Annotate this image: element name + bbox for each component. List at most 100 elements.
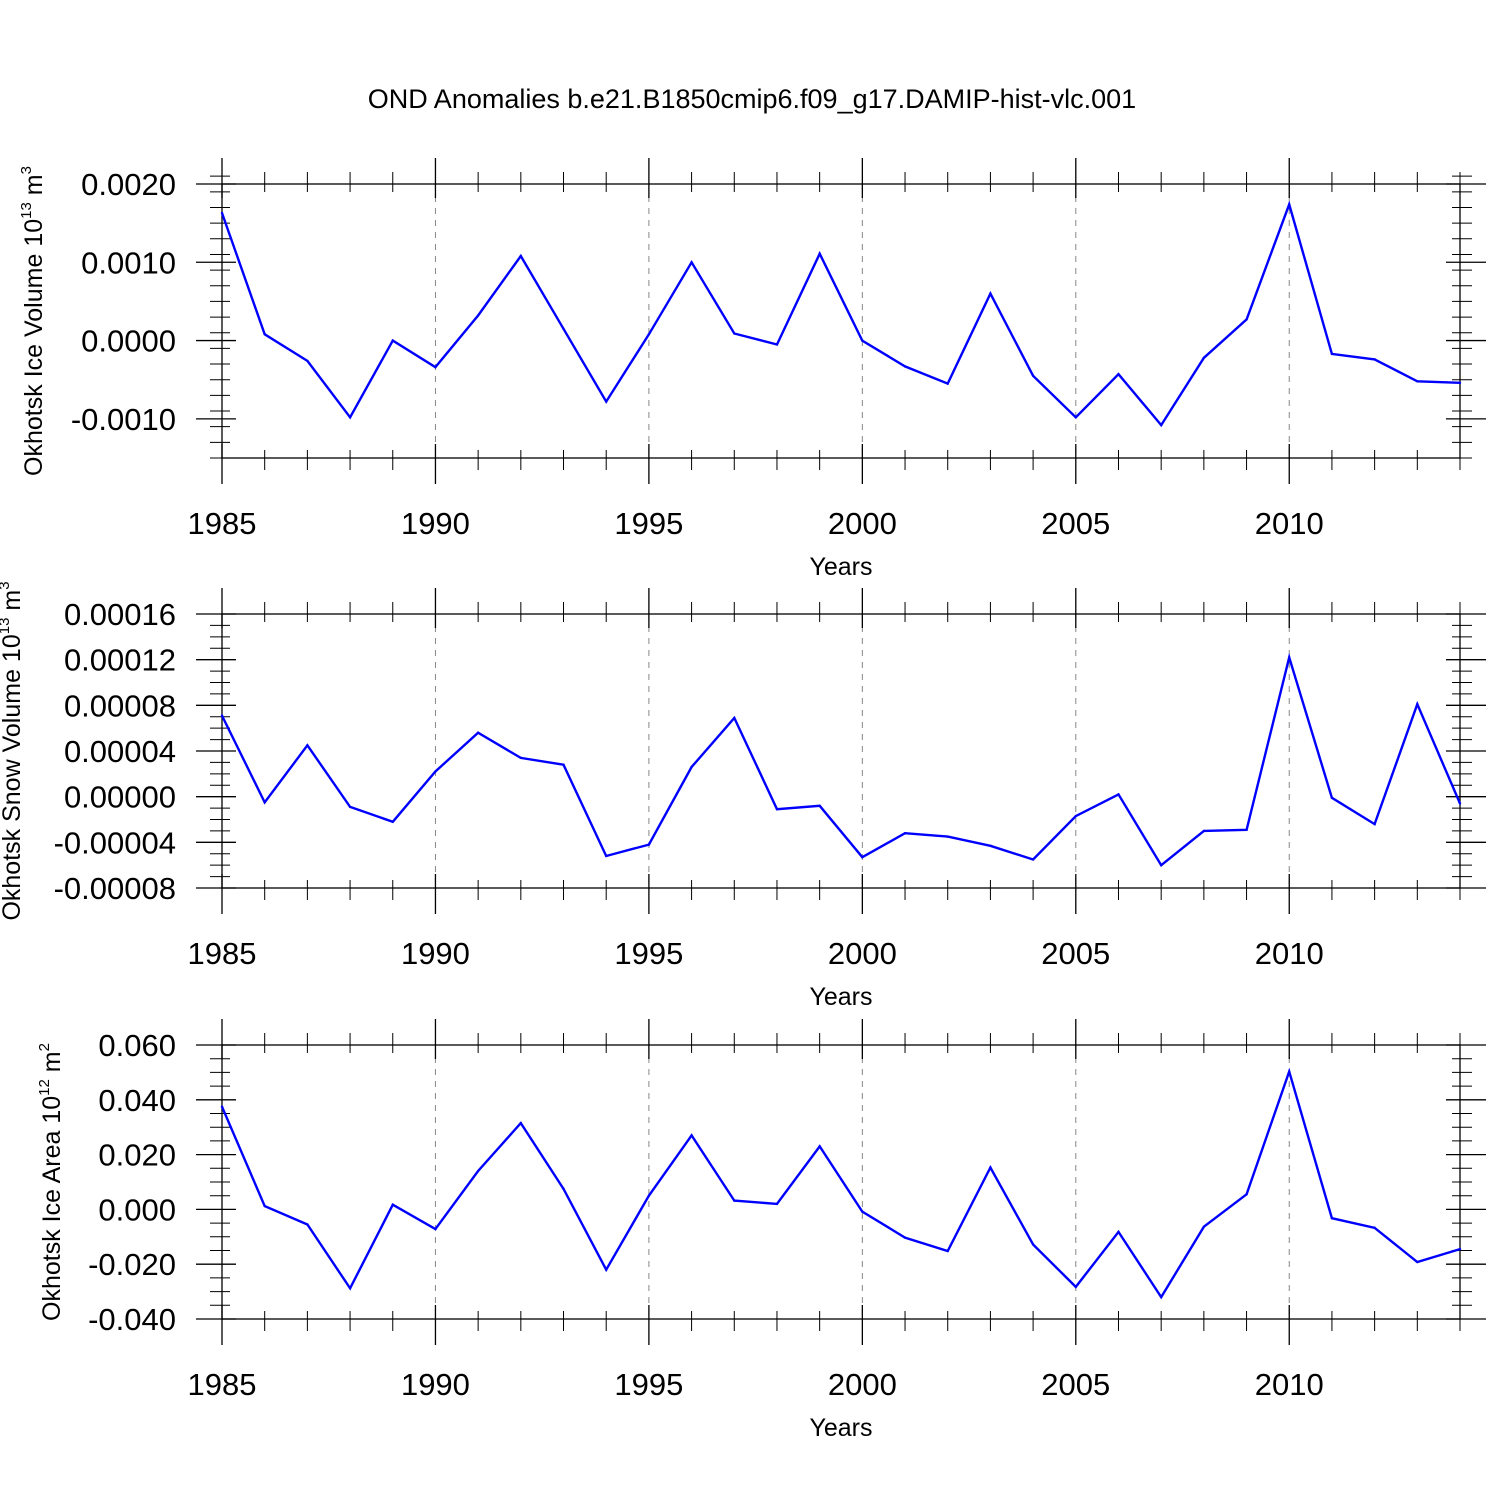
data-point <box>989 1166 992 1169</box>
y-tick-label: -0.00008 <box>54 871 176 906</box>
data-point <box>818 252 821 255</box>
data-point <box>1245 1193 1248 1196</box>
data-point <box>306 744 309 747</box>
data-point <box>1159 863 1163 867</box>
data-point <box>220 211 224 215</box>
y-tick-label: 0.040 <box>98 1083 176 1118</box>
y-axis-label-text: Okhotsk Ice Area 10 <box>38 1096 66 1321</box>
data-point <box>519 1121 523 1125</box>
y-axis-label-unit: m <box>38 1051 66 1079</box>
data-point <box>263 1204 266 1208</box>
y-axis-label-unit: m <box>0 590 26 618</box>
data-point <box>1373 822 1376 826</box>
data-point <box>1458 802 1462 805</box>
data-point <box>1202 356 1206 359</box>
data-point <box>647 333 651 336</box>
data-point <box>903 1236 907 1239</box>
panel-snow-volume: 1985 1990 1995 2000 2005 2010 -0.00008 -0.00004… <box>0 581 1486 1011</box>
y-tick-label: 0.0000 <box>81 324 176 359</box>
data-point <box>220 1105 224 1108</box>
data-point <box>1288 1070 1291 1073</box>
data-point <box>733 332 736 335</box>
data-point <box>690 1134 693 1137</box>
x-tick-label: 1990 <box>401 936 470 971</box>
data-point <box>1117 793 1120 796</box>
data-point <box>903 365 907 368</box>
data-point <box>476 1169 480 1173</box>
series-line <box>220 1067 1461 1300</box>
data-point <box>946 382 949 385</box>
y-axis-label-unit-exponent: 3 <box>0 581 13 589</box>
y-tick-label: 0.00008 <box>64 688 176 723</box>
y-tick-label: -0.020 <box>88 1247 176 1282</box>
x-tick-label: 1995 <box>614 506 683 541</box>
data-point <box>306 1223 309 1226</box>
series-line <box>220 200 1461 428</box>
series-line <box>220 652 1462 867</box>
x-tick-label: 1985 <box>188 1367 257 1402</box>
data-point <box>1202 1225 1206 1228</box>
data-point <box>476 314 480 317</box>
data-point <box>946 1249 949 1253</box>
x-axis-label: Years <box>809 553 872 581</box>
x-axis-label: Years <box>809 1414 872 1442</box>
y-tick-label: 0.020 <box>98 1138 176 1173</box>
y-axis-label: Okhotsk Ice Volume 1013 m3 <box>18 166 48 476</box>
data-point <box>690 261 693 264</box>
y-axis-label: Okhotsk Snow Volume 1013 m3 <box>0 581 26 920</box>
x-axis-label: Years <box>809 983 872 1011</box>
y-tick-label: -0.00004 <box>54 825 176 860</box>
data-point <box>690 765 693 769</box>
data-point <box>1330 796 1334 800</box>
y-tick-label: -0.040 <box>88 1302 176 1337</box>
plot-frame <box>221 183 1461 459</box>
data-point <box>1288 656 1291 659</box>
figure-title: OND Anomalies b.e21.B1850cmip6.f09_g17.D… <box>368 84 1136 114</box>
data-point <box>562 327 565 331</box>
data-point <box>476 731 480 734</box>
plot-frame <box>221 1044 1461 1320</box>
data-point <box>348 805 352 809</box>
data-point <box>1074 416 1077 419</box>
panel-ice-volume: 1985 1990 1995 2000 2005 2010 -0.0010 0.0000 0.0… <box>18 158 1486 581</box>
data-point <box>903 832 907 835</box>
data-point <box>989 292 992 295</box>
y-tick-label: 0.00016 <box>64 597 176 632</box>
data-point <box>818 804 821 807</box>
y-axis-label-unit-exponent: 2 <box>36 1043 53 1051</box>
data-point <box>1245 318 1248 321</box>
data-point <box>1159 423 1163 427</box>
y-tick-label: -0.0010 <box>71 402 176 437</box>
y-tick-label: 0.060 <box>98 1028 176 1063</box>
data-point <box>1458 381 1462 385</box>
data-point <box>605 1268 608 1271</box>
x-tick-label: 2005 <box>1041 936 1110 971</box>
data-point <box>775 343 779 346</box>
data-point <box>946 835 949 838</box>
x-tick-label: 2005 <box>1041 1367 1110 1402</box>
data-point <box>434 365 437 369</box>
data-point <box>263 801 266 804</box>
data-point <box>605 854 608 858</box>
data-point <box>1330 1216 1334 1220</box>
y-axis-label-unit: m <box>20 174 48 202</box>
data-point <box>989 844 992 847</box>
data-point <box>733 716 736 720</box>
data-point <box>1373 1226 1376 1229</box>
data-point <box>263 333 266 336</box>
data-point <box>861 855 864 859</box>
x-tick-label: 2010 <box>1255 1367 1324 1402</box>
data-point <box>1117 1230 1120 1234</box>
data-point <box>519 756 523 760</box>
x-tick-label: 2010 <box>1255 506 1324 541</box>
data-point <box>1031 1243 1035 1246</box>
data-point <box>1031 858 1035 861</box>
data-point <box>348 1287 352 1290</box>
data-point <box>1288 203 1291 206</box>
y-axis-label-exponent: 13 <box>0 618 13 635</box>
y-axis-label-text: Okhotsk Snow Volume 10 <box>0 634 26 920</box>
data-point <box>861 339 864 342</box>
y-axis-label-exponent: 12 <box>36 1079 53 1096</box>
data-point <box>306 359 309 363</box>
x-tick-label: 2000 <box>828 936 897 971</box>
